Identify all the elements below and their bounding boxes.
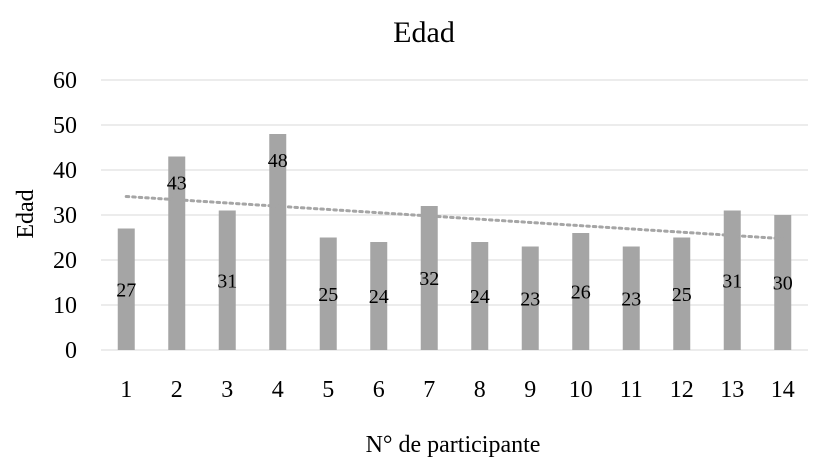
data-label: 32 — [419, 268, 439, 290]
bar — [622, 246, 640, 350]
y-tick-label: 30 — [53, 203, 77, 229]
trendline-group — [124, 194, 785, 241]
x-tick-label: 8 — [474, 377, 486, 403]
y-tick-label: 60 — [53, 68, 77, 94]
y-tick-label: 40 — [53, 158, 77, 184]
bar — [218, 210, 236, 350]
bars — [117, 134, 792, 350]
x-tick-label: 6 — [373, 377, 385, 403]
data-label: 43 — [167, 173, 187, 195]
data-label: 30 — [773, 273, 793, 295]
trendline — [124, 194, 785, 241]
bar — [117, 228, 135, 350]
bar — [420, 206, 438, 350]
data-label: 24 — [470, 286, 490, 308]
data-label: 27 — [116, 279, 136, 301]
y-axis-label: Edad — [13, 189, 39, 238]
data-label: 48 — [268, 150, 288, 172]
x-tick-label: 13 — [720, 377, 744, 403]
y-tick-label: 20 — [53, 248, 77, 274]
bar — [269, 134, 287, 350]
x-tick-label: 2 — [171, 377, 183, 403]
bar — [723, 210, 741, 350]
bar — [673, 237, 691, 350]
y-axis-ticks: 0 10 20 30 40 50 60 — [53, 68, 77, 364]
data-label: 31 — [722, 270, 742, 292]
data-label: 23 — [621, 288, 641, 310]
bar — [471, 242, 489, 350]
y-tick-label: 50 — [53, 113, 77, 139]
bar — [370, 242, 388, 350]
bar — [572, 233, 590, 350]
data-label: 25 — [318, 284, 338, 306]
x-tick-label: 3 — [221, 377, 233, 403]
x-tick-label: 5 — [322, 377, 334, 403]
bar — [774, 215, 792, 350]
x-tick-label: 14 — [771, 377, 795, 403]
data-label: 24 — [369, 286, 389, 308]
data-label: 25 — [672, 284, 692, 306]
data-label: 31 — [217, 270, 237, 292]
x-tick-label: 12 — [670, 377, 694, 403]
y-tick-label: 0 — [65, 338, 77, 364]
bar — [319, 237, 337, 350]
bar — [168, 156, 186, 350]
x-tick-label: 9 — [524, 377, 536, 403]
y-tick-label: 10 — [53, 293, 77, 319]
x-axis-ticks: 1 2 3 4 5 6 7 8 9 10 11 12 13 14 — [120, 377, 795, 403]
x-tick-label: 1 — [120, 377, 132, 403]
x-tick-label: 7 — [423, 377, 435, 403]
gridlines — [101, 79, 808, 351]
chart-title: Edad — [393, 16, 455, 49]
data-label: 23 — [520, 288, 540, 310]
bar — [521, 246, 539, 350]
data-label: 26 — [571, 282, 591, 304]
data-labels: 27 43 31 48 25 24 32 24 23 26 23 25 31 30 — [116, 150, 793, 310]
x-tick-label: 10 — [569, 377, 593, 403]
x-axis-label: N° de participante — [366, 432, 541, 458]
x-tick-label: 4 — [272, 377, 284, 403]
x-tick-label: 11 — [620, 377, 643, 403]
